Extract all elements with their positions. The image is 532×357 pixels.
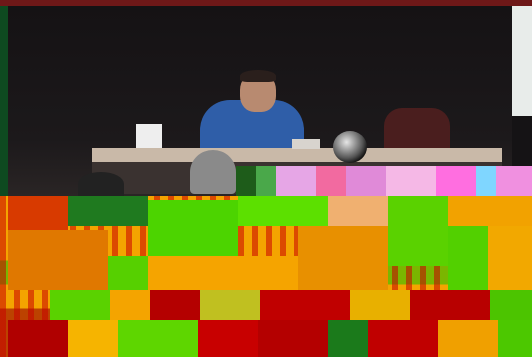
glitch-block [8,196,68,230]
glitch-block [490,290,532,320]
audience-head [190,150,236,194]
glitch-block [328,320,368,357]
glitch-block [8,230,108,290]
glitch-block [150,290,200,320]
top-border [0,0,532,6]
glitch-block [108,256,148,290]
glitch-block [200,290,260,320]
glitch-block [350,290,410,320]
microphone [333,131,367,163]
glitch-block [448,196,532,226]
glitch-block [298,226,388,290]
glitch-block [388,196,448,266]
glitch-block [50,290,110,320]
glitch-block [368,320,438,357]
glitch-block [68,196,148,226]
left-edge-strip [0,6,8,198]
glitch-block [438,320,498,357]
glitch-block [410,290,490,320]
glitch-block [258,320,328,357]
bright-window [512,6,532,116]
table-top [92,148,502,162]
glitch-block [488,226,532,290]
glitch-block [68,320,118,357]
nameplate [292,139,320,149]
audience-head [78,172,124,196]
glitch-block [148,200,238,256]
glitch-block [260,290,350,320]
glitch-block [448,226,488,290]
glitch-block [328,196,388,226]
corrupted-region [0,196,532,357]
glitch-block [110,290,150,320]
glitch-strip [236,166,532,196]
glitch-block [148,256,298,290]
glitch-block [498,320,532,357]
speaker-hair [240,70,276,82]
glitch-block [8,320,68,357]
tissue-box [136,124,162,148]
glitch-block [238,196,328,226]
glitch-block [198,320,258,357]
glitch-block [118,320,198,357]
